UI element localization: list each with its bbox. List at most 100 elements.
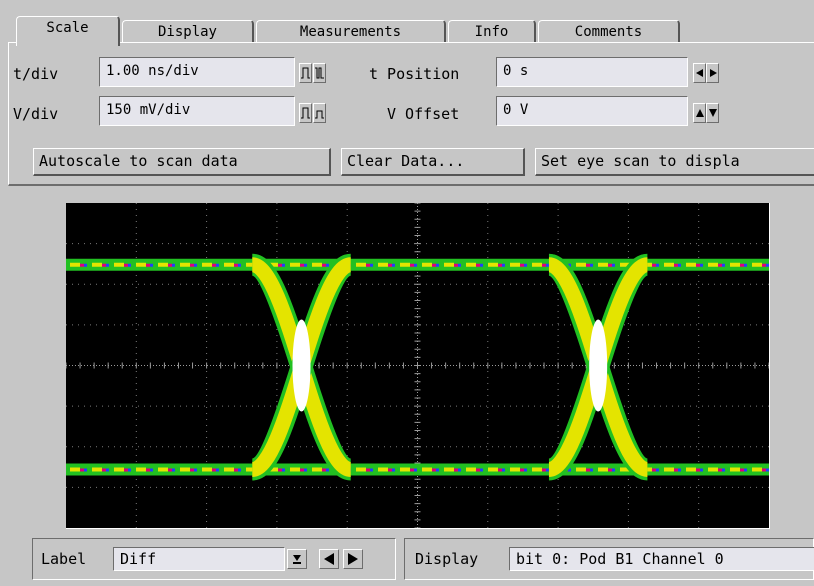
rail-fleck xyxy=(414,468,417,472)
rail-fleck xyxy=(678,263,681,267)
rail-fleck xyxy=(202,262,212,267)
autoscale-button[interactable]: Autoscale to scan data xyxy=(33,148,331,176)
display-group: Display bit 0: Pod B1 Channel 0 xyxy=(404,538,814,580)
rail-fleck xyxy=(366,263,370,267)
rail-fleck xyxy=(436,263,439,267)
rail-fleck xyxy=(620,467,630,472)
rail-fleck xyxy=(84,263,87,267)
tab-info[interactable]: Info xyxy=(448,20,536,44)
rail-fleck xyxy=(158,262,168,267)
vdiv-decrease-button[interactable] xyxy=(299,103,312,123)
label-dropdown-button[interactable] xyxy=(287,549,307,569)
rail-fleck xyxy=(524,468,527,472)
rail-fleck xyxy=(172,468,175,472)
rail-fleck xyxy=(620,262,630,267)
tab-info-label: Info xyxy=(474,24,509,40)
dropdown-arrow-icon xyxy=(293,555,301,564)
pulse-down-icon xyxy=(315,67,324,79)
label-prev-button[interactable] xyxy=(319,549,339,569)
rail-fleck xyxy=(326,468,329,472)
rail-fleck xyxy=(744,263,747,267)
tpos-input[interactable]: 0 s xyxy=(496,57,688,87)
tdiv-increase-button[interactable] xyxy=(313,63,326,83)
rail-fleck xyxy=(722,263,725,267)
rail-fleck xyxy=(730,467,740,472)
rail-fleck xyxy=(466,467,476,472)
rail-fleck xyxy=(356,467,366,472)
rail-fleck xyxy=(378,262,388,267)
tab-display[interactable]: Display xyxy=(122,20,254,44)
rail-fleck xyxy=(84,468,87,472)
rail-fleck xyxy=(432,468,436,472)
rail-fleck xyxy=(444,467,454,472)
rail-fleck xyxy=(102,468,106,472)
voff-input[interactable]: 0 V xyxy=(496,96,688,126)
rail-fleck xyxy=(700,263,703,267)
rail-fleck xyxy=(388,263,392,267)
rail-fleck xyxy=(212,263,216,267)
rail-fleck xyxy=(546,468,549,472)
tpos-left-button[interactable] xyxy=(693,63,706,83)
rail-fleck xyxy=(190,263,194,267)
label-input[interactable]: Diff xyxy=(113,547,285,571)
rail-fleck xyxy=(696,263,700,267)
rail-fleck xyxy=(238,263,241,267)
rail-fleck xyxy=(740,468,744,472)
rail-fleck xyxy=(238,468,241,472)
rail-fleck xyxy=(216,468,219,472)
clear-data-button[interactable]: Clear Data... xyxy=(341,148,525,176)
eye-diagram-display[interactable] xyxy=(65,202,770,529)
rail-fleck xyxy=(532,262,542,267)
rail-fleck xyxy=(234,468,238,472)
tab-scale[interactable]: Scale xyxy=(16,16,120,46)
display-input[interactable]: bit 0: Pod B1 Channel 0 xyxy=(509,547,814,571)
rail-fleck xyxy=(740,263,744,267)
rail-fleck xyxy=(656,263,659,267)
rail-fleck xyxy=(752,262,762,267)
label-group: Label Diff xyxy=(32,538,396,580)
pulse-up-icon xyxy=(301,67,310,79)
rail-fleck xyxy=(194,468,197,472)
rail-fleck xyxy=(202,467,212,472)
rail-fleck xyxy=(686,467,696,472)
rail-fleck xyxy=(422,262,432,267)
tpos-label: t Position xyxy=(369,65,460,83)
arrow-right-icon xyxy=(348,553,358,565)
rail-fleck xyxy=(444,262,454,267)
rail-fleck xyxy=(378,467,388,472)
rail-fleck xyxy=(268,262,278,267)
tdiv-input[interactable]: 1.00 ns/div xyxy=(99,57,295,87)
rail-fleck xyxy=(400,467,410,472)
voff-down-button[interactable] xyxy=(706,103,719,123)
voff-up-button[interactable] xyxy=(693,103,706,123)
eye-diagram-canvas xyxy=(65,202,770,529)
rail-fleck xyxy=(136,262,146,267)
tab-measurements[interactable]: Measurements xyxy=(256,20,446,44)
rail-fleck xyxy=(458,263,461,267)
rail-fleck xyxy=(300,468,304,472)
rail-fleck xyxy=(392,468,395,472)
tdiv-decrease-button[interactable] xyxy=(299,63,312,83)
rail-fleck xyxy=(388,468,392,472)
rail-fleck xyxy=(718,263,722,267)
rail-fleck xyxy=(194,263,197,267)
set-eye-scan-button[interactable]: Set eye scan to displa xyxy=(535,148,814,176)
rail-fleck xyxy=(422,467,432,472)
vdiv-increase-button[interactable] xyxy=(313,103,326,123)
scale-panel: t/div 1.00 ns/div t Position 0 s V/div 1… xyxy=(8,42,814,186)
rail-fleck xyxy=(598,262,608,267)
label-next-button[interactable] xyxy=(343,549,363,569)
vdiv-input[interactable]: 150 mV/div xyxy=(99,96,295,126)
rail-fleck xyxy=(700,468,703,472)
tpos-right-button[interactable] xyxy=(706,63,719,83)
pulse-half-icon xyxy=(315,110,324,119)
tab-comments-label: Comments xyxy=(574,24,643,40)
rail-fleck xyxy=(410,263,414,267)
rail-fleck xyxy=(674,468,678,472)
rail-fleck xyxy=(708,467,718,472)
tab-comments[interactable]: Comments xyxy=(538,20,680,44)
arrow-left-icon xyxy=(324,553,334,565)
rail-fleck xyxy=(502,263,505,267)
tab-scale-label: Scale xyxy=(46,20,89,36)
rail-fleck xyxy=(476,263,480,267)
